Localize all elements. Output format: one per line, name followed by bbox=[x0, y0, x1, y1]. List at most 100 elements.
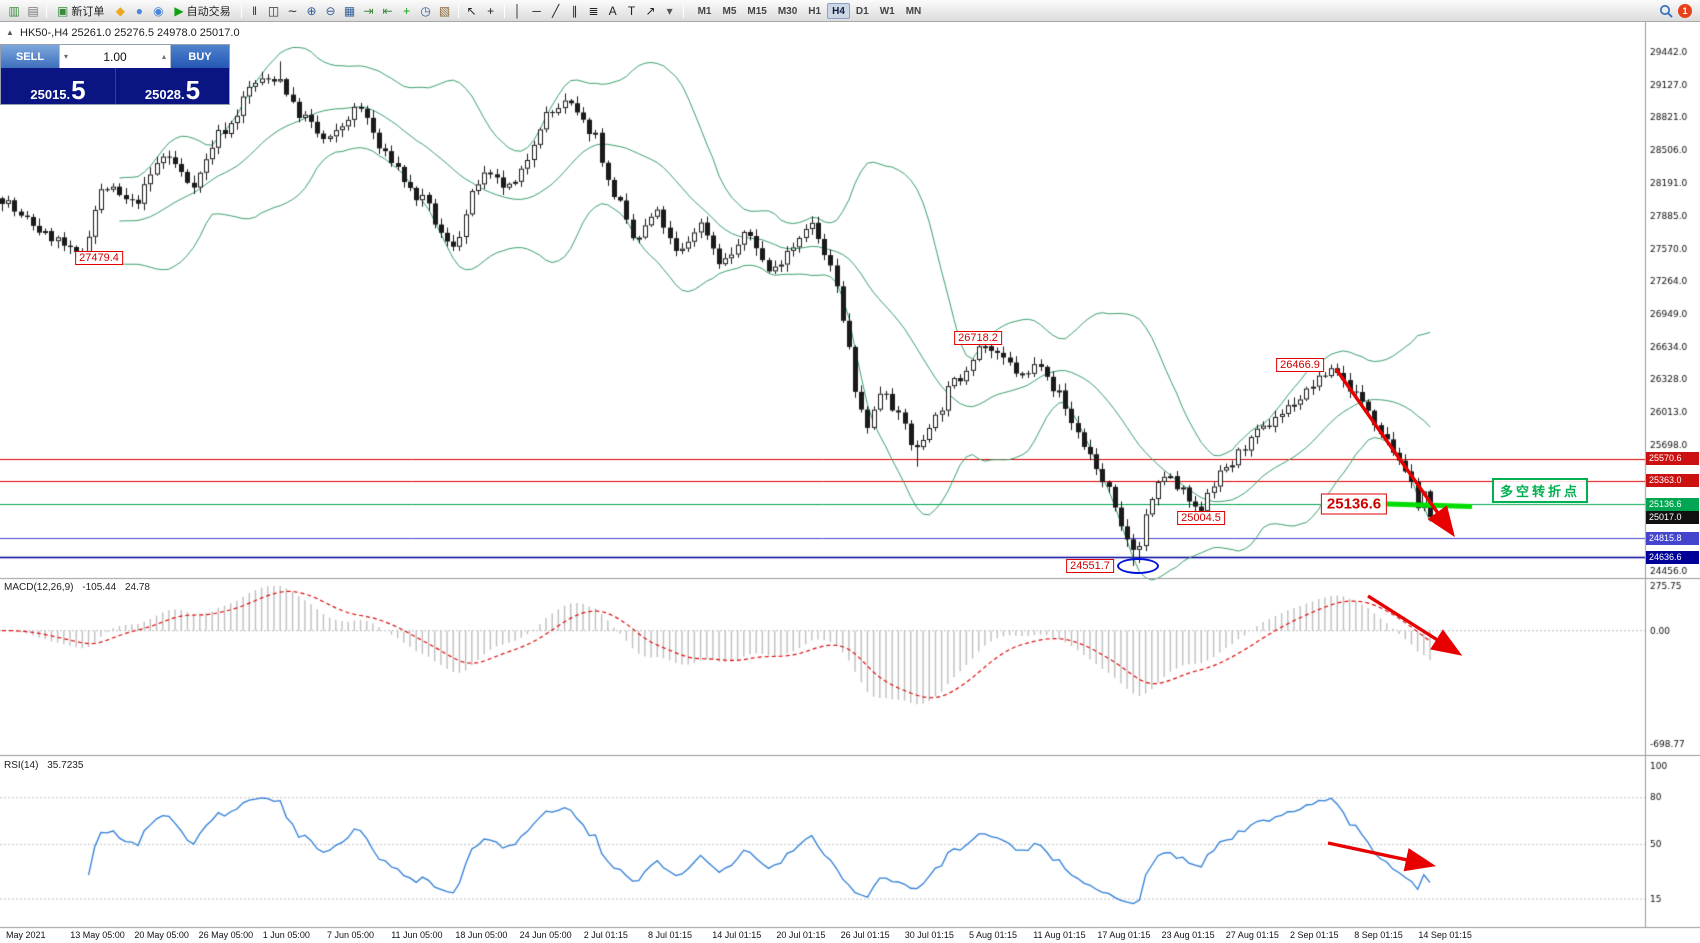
ohlc-text: HK50-,H4 25261.0 25276.5 24978.0 25017.0 bbox=[20, 27, 240, 39]
metaeditor-icon: ◆ bbox=[115, 3, 125, 18]
trade-panel-buttons-row: SELL ▾ ▴ BUY bbox=[1, 45, 229, 68]
label-button[interactable]: T bbox=[623, 2, 641, 20]
timeframe-h1-button[interactable]: H1 bbox=[808, 5, 822, 17]
line-chart-button[interactable]: ∼ bbox=[284, 2, 302, 20]
toolbar-separator bbox=[503, 3, 505, 18]
macd-signal-value: 24.78 bbox=[124, 582, 150, 593]
periods-button[interactable]: ◷ bbox=[417, 2, 435, 20]
notification-badge[interactable]: 1 bbox=[1678, 3, 1692, 18]
macd-name: MACD(12,26,9) bbox=[4, 582, 74, 593]
vertical-line-button[interactable]: │ bbox=[509, 2, 527, 20]
search-icon[interactable] bbox=[1659, 4, 1673, 18]
macd-label: MACD(12,26,9) -105.44 24.78 bbox=[4, 582, 150, 593]
templates-icon: ▧ bbox=[438, 3, 451, 18]
buy-price[interactable]: 25028. 5 bbox=[115, 68, 229, 104]
rsi-value: 35.7235 bbox=[47, 760, 84, 771]
note-annotation[interactable]: 多空转折点 bbox=[1492, 478, 1589, 503]
collapse-panel-icon[interactable]: ▲ bbox=[6, 28, 14, 37]
text-button[interactable]: A bbox=[604, 2, 622, 20]
fibonacci-icon: ≣ bbox=[588, 3, 599, 18]
shapes-button[interactable]: ↗ bbox=[642, 2, 660, 20]
sell-button[interactable]: SELL bbox=[1, 45, 59, 68]
macd-value: -105.44 bbox=[82, 582, 117, 593]
trendline-button[interactable]: ╱ bbox=[547, 2, 565, 20]
bar-chart-icon: ‖ bbox=[252, 3, 258, 18]
price-annotation[interactable]: 26718.2 bbox=[954, 331, 1002, 346]
chart-area: 25570.6 25363.0 25136.6 25017.0 24815.8 24636… bbox=[0, 22, 1700, 943]
vertical-line-icon: │ bbox=[513, 3, 522, 18]
periods-icon: ◷ bbox=[420, 3, 431, 18]
one-click-trading-panel: SELL ▾ ▴ BUY 25015.5 25028.5 bbox=[0, 44, 230, 105]
toolbar-separator bbox=[682, 3, 684, 18]
profiles-icon: ▤ bbox=[27, 3, 39, 18]
indicators-icon: + bbox=[403, 3, 411, 18]
auto-scroll-button[interactable]: ⇥ bbox=[360, 2, 378, 20]
autotrading-button-label: 自动交易 bbox=[186, 5, 231, 18]
timeframe-m30-button[interactable]: M30 bbox=[777, 5, 798, 17]
buy-button[interactable]: BUY bbox=[171, 45, 229, 68]
zoom-in-button[interactable]: ⊕ bbox=[303, 2, 321, 20]
crosshair-button[interactable]: + bbox=[482, 2, 500, 20]
bar-chart-button[interactable]: ‖ bbox=[246, 2, 264, 20]
price-annotation[interactable]: 25004.5 bbox=[1177, 511, 1225, 526]
auto-scroll-icon: ⇥ bbox=[363, 3, 374, 18]
market-icon: ◉ bbox=[153, 3, 164, 18]
ellipse-annotation[interactable] bbox=[1117, 558, 1159, 574]
templates-button[interactable]: ▧ bbox=[436, 2, 454, 20]
chart-shift-icon: ⇤ bbox=[382, 3, 393, 18]
timeframe-m1-button[interactable]: M1 bbox=[697, 5, 712, 17]
volume-increase-button[interactable]: ▴ bbox=[161, 52, 166, 61]
timeframe-mn-button[interactable]: MN bbox=[905, 5, 922, 17]
fibonacci-button[interactable]: ≣ bbox=[585, 2, 603, 20]
sell-price[interactable]: 25015. 5 bbox=[1, 68, 115, 104]
profiles-button[interactable]: ▤ bbox=[24, 2, 42, 20]
channel-icon: ∥ bbox=[571, 3, 578, 18]
volume-input[interactable] bbox=[72, 48, 158, 65]
new-order-button-label: 新订单 bbox=[71, 5, 105, 18]
timeframe-d1-button[interactable]: D1 bbox=[855, 5, 869, 17]
new-chart-button[interactable]: ▥ bbox=[5, 2, 23, 20]
metaeditor-icon[interactable]: ◆ bbox=[111, 2, 129, 20]
community-icon: ● bbox=[135, 3, 143, 18]
market-icon[interactable]: ◉ bbox=[149, 2, 167, 20]
timeframe-h4-button[interactable]: H4 bbox=[827, 2, 850, 19]
zoom-in-icon: ⊕ bbox=[306, 3, 317, 18]
candlestick-chart-icon: ◫ bbox=[267, 3, 280, 18]
sell-price-prefix: 25015. bbox=[30, 87, 71, 102]
new-chart-icon: ▥ bbox=[8, 3, 20, 18]
rsi-label: RSI(14) 35.7235 bbox=[4, 760, 83, 771]
new-order-button[interactable]: ▣ 新订单 bbox=[51, 2, 110, 20]
tile-windows-icon: ▦ bbox=[343, 3, 356, 18]
indicators-button[interactable]: + bbox=[398, 2, 416, 20]
volume-decrease-button[interactable]: ▾ bbox=[63, 52, 68, 61]
tile-windows-button[interactable]: ▦ bbox=[341, 2, 359, 20]
toolbar-separator bbox=[240, 3, 242, 18]
channel-button[interactable]: ∥ bbox=[566, 2, 584, 20]
zoom-out-icon: ⊖ bbox=[325, 3, 336, 18]
candlestick-chart-button[interactable]: ◫ bbox=[265, 2, 283, 20]
timeframe-m15-button[interactable]: M15 bbox=[747, 5, 767, 17]
price-annotation[interactable]: 26466.9 bbox=[1276, 357, 1324, 372]
volume-field: ▾ ▴ bbox=[59, 45, 171, 68]
sell-price-big-digit: 5 bbox=[71, 75, 86, 106]
community-icon[interactable]: ● bbox=[130, 2, 148, 20]
cursor-icon: ↖ bbox=[466, 3, 477, 18]
shapes-dropdown-icon[interactable]: ▾ bbox=[661, 2, 679, 20]
timeframe-m5-button[interactable]: M5 bbox=[722, 5, 737, 17]
price-annotation[interactable]: 27479.4 bbox=[75, 251, 123, 266]
chart-ohlc-line: ▲ HK50-,H4 25261.0 25276.5 24978.0 25017… bbox=[6, 27, 240, 39]
zoom-out-button[interactable]: ⊖ bbox=[322, 2, 340, 20]
timeframe-group: M1 M5 M15 M30 H1 H4 D1 W1 MN bbox=[693, 2, 927, 19]
autotrading-button[interactable]: ▶ 自动交易 bbox=[168, 2, 236, 20]
price-annotation[interactable]: 25136.6 bbox=[1320, 493, 1388, 515]
chart-canvas[interactable] bbox=[0, 22, 1700, 943]
timeframe-w1-button[interactable]: W1 bbox=[879, 5, 895, 17]
cursor-button[interactable]: ↖ bbox=[463, 2, 481, 20]
buy-price-prefix: 25028. bbox=[144, 87, 185, 102]
autotrading-icon: ▶ bbox=[174, 3, 184, 18]
chart-shift-button[interactable]: ⇤ bbox=[379, 2, 397, 20]
horizontal-line-button[interactable]: ─ bbox=[528, 2, 546, 20]
price-annotation[interactable]: 24551.7 bbox=[1066, 558, 1114, 573]
toolbar-separator bbox=[457, 3, 459, 18]
